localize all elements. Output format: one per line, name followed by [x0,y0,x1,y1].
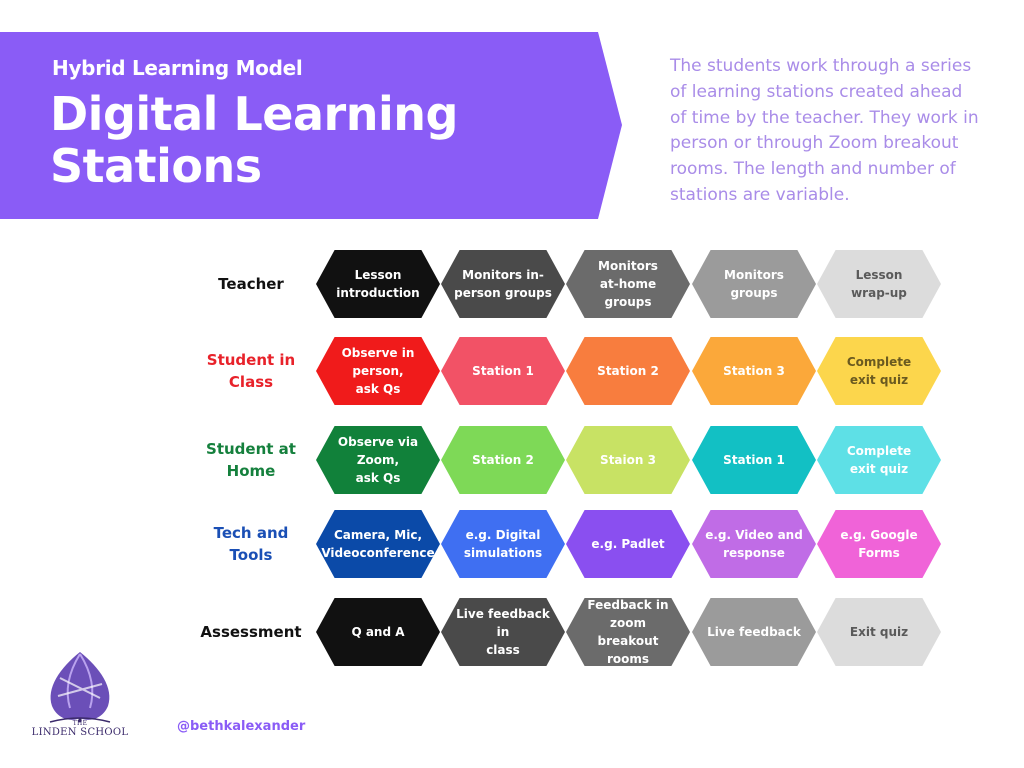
linden-leaf-logo-icon [49,652,111,723]
station-hexagon: Station 1 [692,426,816,494]
description-text: The students work through a series of le… [670,56,979,205]
station-hexagon: Monitors in- person groups [441,250,565,318]
station-hexagon: Exit quiz [817,598,941,666]
station-hexagon: Lesson introduction [316,250,440,318]
station-hexagon: Monitors at-home groups [566,250,690,318]
station-hexagon: Station 2 [566,337,690,405]
row-label: Student in Class [206,351,296,391]
station-hexagon: Feedback in zoom breakout rooms [566,598,690,666]
station-hexagon: Station 3 [692,337,816,405]
station-hexagon: e.g. Digital simulations [441,510,565,578]
station-hexagon: Station 1 [441,337,565,405]
station-hexagon: Complete exit quiz [817,426,941,494]
station-hexagon: e.g. Padlet [566,510,690,578]
station-hexagon: Camera, Mic, Videoconference [316,510,440,578]
school-name: THE LINDEN SCHOOL [31,720,129,738]
subtitle: Hybrid Learning Model [52,56,303,80]
station-hexagon: Station 2 [441,426,565,494]
station-hexagon: Live feedback [692,598,816,666]
station-hexagon: Q and A [316,598,440,666]
row-label: Tech and Tools [213,524,289,564]
station-hexagon: e.g. Video and response [692,510,816,578]
title-banner [0,32,622,219]
row-label: Assessment [200,623,302,641]
station-hexagon: Live feedback in class [441,598,565,666]
author-handle: @bethkalexander [177,719,306,734]
row-label: Student at Home [206,440,296,480]
row-label: Teacher [218,275,284,293]
station-hexagon: e.g. Google Forms [817,510,941,578]
station-hexagon: Observe in person, ask Qs [316,337,440,405]
page-title: Digital Learning Stations [50,87,458,193]
station-hexagon: Complete exit quiz [817,337,941,405]
station-hexagon: Lesson wrap-up [817,250,941,318]
station-hexagon: Staion 3 [566,426,690,494]
station-hexagon: Monitors groups [692,250,816,318]
station-hexagon: Observe via Zoom, ask Qs [316,426,440,494]
